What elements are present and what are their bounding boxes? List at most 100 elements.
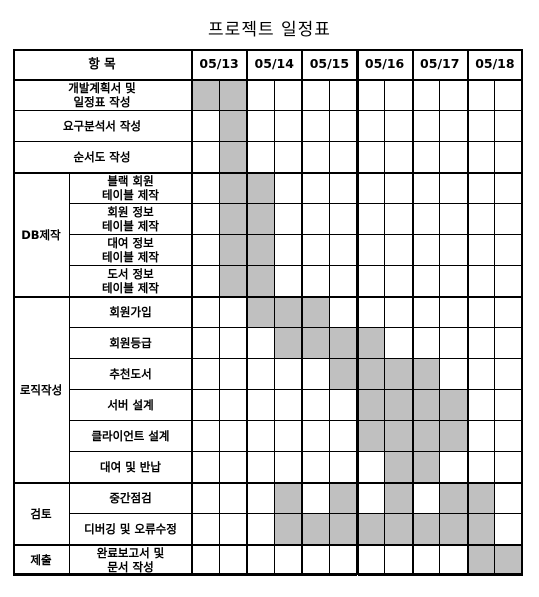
gantt-cell (357, 297, 386, 328)
gantt-cell (385, 545, 413, 576)
gantt-cell (412, 235, 441, 266)
gantt-cell (329, 545, 358, 576)
gantt-cell (192, 235, 220, 266)
gantt-cell (192, 204, 220, 235)
gantt-cell (467, 390, 496, 421)
column-divider (466, 49, 469, 575)
gantt-cell-shaded (495, 545, 523, 576)
gantt-cell (219, 545, 248, 576)
gantt-cell (440, 359, 468, 390)
gantt-cell (440, 545, 468, 576)
gantt-cell (495, 80, 523, 111)
gantt-cell (219, 359, 248, 390)
gantt-cell (247, 483, 275, 514)
gantt-cell (440, 80, 468, 111)
gantt-cell (302, 235, 330, 266)
gantt-cell (192, 452, 220, 483)
gantt-cell-shaded (412, 359, 441, 390)
gantt-cell (302, 421, 330, 452)
gantt-cell (357, 173, 386, 204)
gantt-cell (274, 173, 303, 204)
gantt-cell (412, 142, 441, 173)
header-date: 05/16 (357, 49, 413, 80)
gantt-cell (467, 297, 496, 328)
gantt-cell-shaded (329, 483, 358, 514)
gantt-cell-shaded (302, 514, 330, 545)
gantt-cell (467, 452, 496, 483)
gantt-cell (247, 80, 275, 111)
gantt-cell (247, 142, 275, 173)
gantt-cell-shaded (219, 235, 248, 266)
gantt-cell (247, 421, 275, 452)
gantt-cell-shaded (357, 514, 386, 545)
gantt-cell (412, 483, 441, 514)
task-label: 도서 정보 테이블 제작 (70, 266, 192, 297)
gantt-cell (192, 111, 220, 142)
gantt-cell (495, 328, 523, 359)
task-label: 추천도서 (70, 359, 192, 390)
gantt-cell (329, 452, 358, 483)
gantt-cell (192, 359, 220, 390)
gantt-cell (412, 545, 441, 576)
gantt-cell (495, 235, 523, 266)
gantt-cell (192, 545, 220, 576)
gantt-cell (302, 545, 330, 576)
gantt-cell (302, 390, 330, 421)
header-date: 05/15 (302, 49, 358, 80)
gantt-cell (274, 235, 303, 266)
gantt-cell (357, 80, 386, 111)
header-date: 05/14 (247, 49, 303, 80)
gantt-cell (219, 421, 248, 452)
gantt-cell (329, 111, 358, 142)
gantt-cell (495, 483, 523, 514)
gantt-cell-shaded (247, 297, 275, 328)
gantt-cell (440, 452, 468, 483)
gantt-cell (440, 266, 468, 297)
gantt-cell (219, 514, 248, 545)
gantt-cell (329, 421, 358, 452)
gantt-cell-shaded (329, 514, 358, 545)
gantt-cell (385, 266, 413, 297)
gantt-cell-shaded (247, 204, 275, 235)
gantt-cell-shaded (274, 297, 303, 328)
gantt-cell (495, 173, 523, 204)
group-label: DB제작 (13, 173, 70, 297)
gantt-cell-shaded (357, 328, 386, 359)
gantt-cell (467, 173, 496, 204)
task-label: 회원가입 (70, 297, 192, 328)
gantt-cell (412, 204, 441, 235)
gantt-cell-shaded (385, 359, 413, 390)
gantt-cell-shaded (440, 514, 468, 545)
task-label: 완료보고서 및 문서 작성 (70, 545, 192, 576)
gantt-cell (385, 235, 413, 266)
gantt-cell (385, 328, 413, 359)
gantt-cell (440, 204, 468, 235)
gantt-cell (192, 421, 220, 452)
gantt-cell (192, 142, 220, 173)
gantt-cell (412, 80, 441, 111)
gantt-cell (302, 142, 330, 173)
gantt-cell (385, 204, 413, 235)
gantt-cell (329, 297, 358, 328)
gantt-cell (412, 266, 441, 297)
gantt-cell (440, 173, 468, 204)
gantt-cell-shaded (440, 483, 468, 514)
gantt-cell (302, 483, 330, 514)
gantt-cell-shaded (467, 483, 496, 514)
gantt-cell (495, 204, 523, 235)
gantt-cell (467, 266, 496, 297)
gantt-cell (385, 111, 413, 142)
gantt-cell (329, 80, 358, 111)
gantt-cell (329, 204, 358, 235)
column-divider (411, 49, 414, 575)
gantt-cell-shaded (385, 483, 413, 514)
header-item-label: 항 목 (13, 49, 192, 80)
gantt-cell (274, 390, 303, 421)
task-label: 회원 정보 테이블 제작 (70, 204, 192, 235)
gantt-cell (274, 359, 303, 390)
gantt-cell (274, 421, 303, 452)
gantt-cell (440, 235, 468, 266)
gantt-cell (357, 452, 386, 483)
gantt-cell (219, 452, 248, 483)
gantt-cell-shaded (440, 390, 468, 421)
